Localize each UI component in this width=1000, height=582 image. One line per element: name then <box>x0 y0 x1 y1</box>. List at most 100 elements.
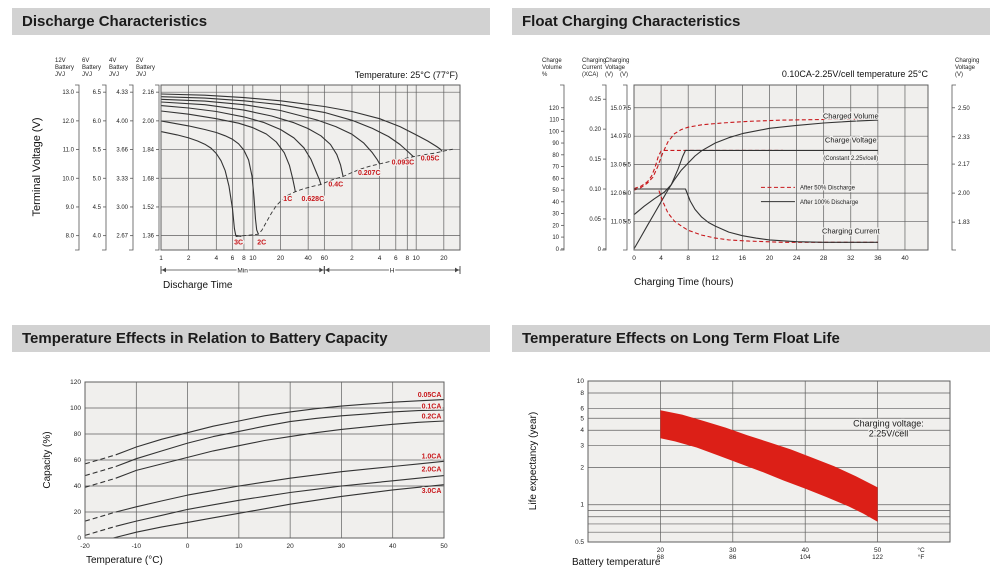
x-axis-title: Battery temperature <box>572 557 661 568</box>
scale-header: Charge <box>542 58 562 64</box>
x-axis-title: Temperature (°C) <box>86 555 163 566</box>
x-tick-label: 40 <box>389 543 397 550</box>
x-tick-label: 20 <box>287 543 295 550</box>
label-0.05C: 0.05C <box>421 156 440 163</box>
charging-current-100pct-discharge <box>634 188 878 243</box>
scale-tick-label: 0.05 <box>589 217 601 223</box>
scale-tick-label: 12.0 <box>62 119 74 125</box>
capacity-1.0CA <box>115 460 445 513</box>
label-charge-voltage: Charge Voltage <box>825 135 877 144</box>
scale-tick-label: 1.83 <box>958 220 970 226</box>
span-arrowhead <box>319 267 324 273</box>
x-tick-label: 50 <box>440 543 448 550</box>
y-tick-label: 0 <box>77 535 81 542</box>
scale-header: JVJ <box>109 72 119 78</box>
scale-header: Volume <box>542 65 563 71</box>
scale-tick-label: 50 <box>552 188 559 194</box>
capacity-0.05CA-lowtemp <box>84 454 116 465</box>
scale-tick-label: 0 <box>556 247 560 253</box>
scale-tick-label: 80 <box>552 153 559 159</box>
scale-header: Charging <box>955 58 979 64</box>
scale-tick-label: 2.33 <box>958 135 970 141</box>
scale-header: 4V <box>109 58 116 64</box>
scale-tick-label: 11.0 <box>63 148 75 154</box>
label-0.207C: 0.207C <box>358 170 381 177</box>
legend-50pct: After 50% Discharge <box>800 186 856 192</box>
scale-tick-label: 3.00 <box>116 205 128 211</box>
x-axis-title: Charging Time (hours) <box>634 277 733 288</box>
scale-tick-label: 7.5 <box>623 106 632 112</box>
scale-tick-label: 8.0 <box>66 234 75 240</box>
x-tick-label: 8 <box>242 255 246 262</box>
plot-background <box>634 85 928 250</box>
temperature-note: Temperature: 25°C (77°F) <box>355 70 458 80</box>
scale-tick-label: 100 <box>549 129 560 135</box>
y-tick-label: 10 <box>577 378 585 385</box>
capacity-0.1CA <box>115 409 445 468</box>
span-label: H <box>390 267 395 274</box>
scale-tick-label: 1.36 <box>142 234 154 240</box>
scale-tick-label: 10 <box>552 235 559 241</box>
scale-tick-label: 5.0 <box>93 176 102 182</box>
scale-header: Voltage <box>955 65 976 71</box>
curve-0.628C <box>160 105 322 185</box>
x-tick-label: 4 <box>378 255 382 262</box>
scale-bracket <box>75 84 80 251</box>
discharge-characteristics-chart: 1 2 4 6 8 10 20 40 60 2 4 6 8 10 2013.012.011.010.09.0… <box>31 58 461 291</box>
y-tick-label: 5 <box>580 415 584 422</box>
x-tick-label2: 86 <box>729 554 737 561</box>
legend-100pct: After 100% Discharge <box>800 200 859 206</box>
label-charging-voltage-2: 2.25V/cell <box>869 429 909 439</box>
scale-tick-label: 1.52 <box>142 205 154 211</box>
span-arrowhead <box>162 267 166 273</box>
panel-discharge-characteristics: Discharge Characteristics 1 2 4 6 8 10 20 40 60 2… <box>0 0 500 291</box>
panel-float-charging: Float Charging Characteristics 0 4 8 12 16 20… <box>500 0 1000 291</box>
label-1C: 1C <box>283 196 292 203</box>
x-tick-label: 8 <box>405 255 409 262</box>
y-tick-label: 60 <box>74 457 82 464</box>
x-tick-label2: 68 <box>657 554 665 561</box>
scale-header: (V) <box>605 72 613 78</box>
y-tick-label: 0.5 <box>575 539 584 546</box>
span-arrowhead <box>455 267 459 273</box>
x-tick-label: -20 <box>80 543 90 550</box>
scale-header: (V) <box>620 72 628 78</box>
scale-tick-label: 2.50 <box>958 106 970 112</box>
scale-tick-label: 1.68 <box>142 176 154 182</box>
scale-tick-label: 0.20 <box>589 127 601 133</box>
plot-background <box>161 85 460 250</box>
scale-tick-label: 10.0 <box>62 176 74 182</box>
scale-tick-label: 7.0 <box>623 134 632 140</box>
scale-tick-label: 4.5 <box>93 205 102 211</box>
plot-border <box>160 84 461 251</box>
charged-volume-100pct-discharge <box>633 119 878 250</box>
y-tick-label: 80 <box>74 431 82 438</box>
scale-bracket <box>623 84 628 251</box>
y-tick-label: 20 <box>74 509 82 516</box>
scale-header: Charging <box>605 58 629 64</box>
scale-header: (V) <box>955 72 963 78</box>
scale-tick-label: 3.33 <box>116 176 128 182</box>
scale-tick-label: 110 <box>549 118 559 124</box>
scale-tick-label: 13.0 <box>62 90 74 96</box>
span-label: Min <box>237 267 248 274</box>
panel-temperature-capacity: Temperature Effects in Relation to Batte… <box>0 291 500 582</box>
y-tick-label: 4 <box>580 427 584 434</box>
scale-tick-label: 3.66 <box>116 148 128 154</box>
scale-header: Current <box>582 65 602 71</box>
panel-float-life: Temperature Effects on Long Term Float L… <box>500 291 1000 582</box>
x-tick-label: 60 <box>321 255 329 262</box>
temperature-capacity-chart: -20 -10 0 10 20 30 40 50 0 20 40 60 80 100 120 0.05CA 0.… <box>42 379 448 566</box>
y-tick-label: 3 <box>580 443 584 450</box>
label-charging-current: Charging Current <box>822 226 880 235</box>
scale-bracket <box>602 84 607 251</box>
x-axis-title: Discharge Time <box>163 280 233 291</box>
label-1.0CA: 1.0CA <box>422 453 442 460</box>
scale-tick-label: 1.84 <box>142 148 154 154</box>
x-tick-label: 2 <box>350 255 354 262</box>
panel-title: Float Charging Characteristics <box>522 13 741 30</box>
scale-bracket <box>102 84 107 251</box>
x-tick-label: 1 <box>159 255 163 262</box>
charged-volume-50pct-discharge <box>633 118 878 191</box>
label-charged-volume: Charged Volume <box>823 111 879 120</box>
